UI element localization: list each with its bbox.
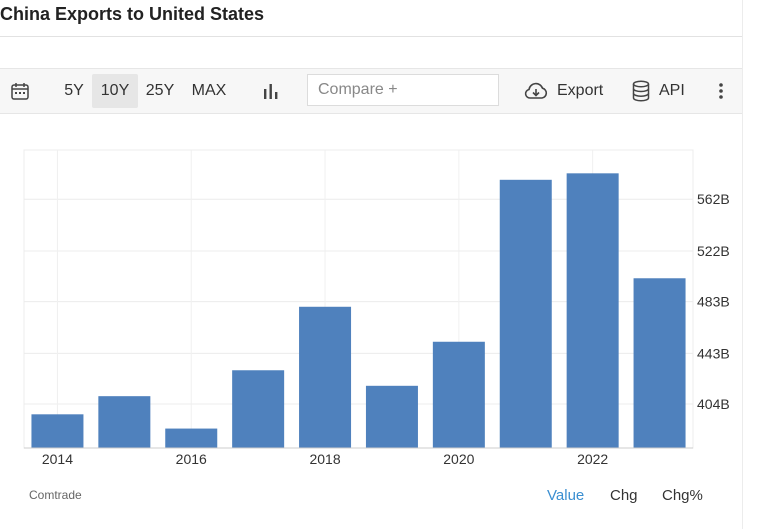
export-button[interactable]: Export — [557, 82, 604, 99]
more-vertical-icon[interactable] — [716, 81, 726, 101]
bar-2019[interactable] — [365, 385, 418, 448]
bar-2016[interactable] — [165, 428, 218, 448]
view-value-option[interactable]: Value — [547, 487, 585, 504]
bar-2020[interactable] — [432, 341, 485, 448]
range-25y-button[interactable]: 25Y — [145, 82, 175, 99]
source-label: Comtrade — [29, 488, 82, 502]
bar-chart-icon[interactable] — [262, 81, 280, 101]
bar-chart: 404B 443B 483B 522B 562B 2014 2016 2018 2020 2022 — [23, 149, 730, 467]
panel-edge — [742, 0, 743, 529]
y-tick-label: 522B — [697, 243, 730, 259]
x-tick-label: 2016 — [176, 451, 207, 467]
y-tick-label: 483B — [697, 294, 730, 310]
bar-2017[interactable] — [232, 370, 285, 448]
calendar-icon[interactable] — [10, 81, 30, 101]
bar-2018[interactable] — [299, 306, 352, 448]
title-divider — [0, 36, 742, 37]
x-tick-label: 2018 — [309, 451, 340, 467]
database-icon[interactable] — [631, 80, 651, 102]
range-10y-button[interactable]: 10Y — [92, 74, 138, 108]
api-button[interactable]: API — [659, 82, 685, 99]
range-5y-button[interactable]: 5Y — [64, 82, 84, 99]
view-chgpct-option[interactable]: Chg% — [662, 487, 703, 504]
x-tick-label: 2022 — [577, 451, 608, 467]
page-title: China Exports to United States — [0, 4, 265, 24]
view-chg-option[interactable]: Chg — [610, 487, 638, 504]
bar-2014[interactable] — [31, 414, 84, 448]
y-tick-label: 562B — [697, 191, 730, 207]
x-tick-label: 2014 — [42, 451, 73, 467]
compare-input[interactable]: Compare + — [307, 74, 499, 106]
bar-2023[interactable] — [633, 278, 686, 448]
range-max-button[interactable]: MAX — [191, 82, 227, 99]
x-tick-label: 2020 — [443, 451, 474, 467]
y-tick-label: 404B — [697, 396, 730, 412]
bar-2021[interactable] — [499, 179, 552, 449]
chart-toolbar: 5Y 10Y 25Y MAX Compare + Export API — [0, 68, 742, 114]
bar-2022[interactable] — [566, 173, 619, 448]
bar-2015[interactable] — [98, 396, 151, 448]
y-tick-label: 443B — [697, 345, 730, 361]
cloud-download-icon[interactable] — [523, 81, 549, 101]
